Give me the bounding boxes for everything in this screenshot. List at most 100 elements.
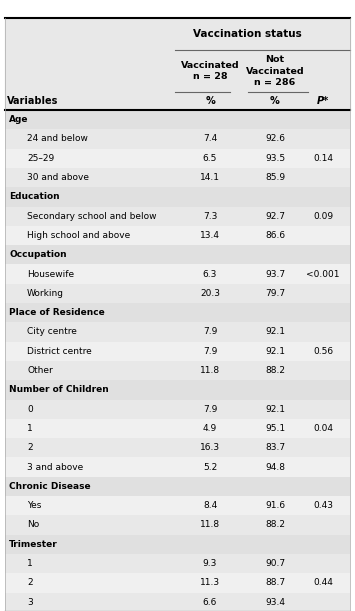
Bar [5, 554, 350, 573]
Text: 13.4: 13.4 [200, 231, 220, 240]
Text: 1: 1 [27, 424, 33, 433]
Text: 93.4: 93.4 [265, 598, 285, 607]
Bar [5, 515, 350, 535]
Text: 11.8: 11.8 [200, 366, 220, 375]
Text: City centre: City centre [27, 327, 77, 337]
Text: 7.3: 7.3 [203, 211, 217, 221]
Bar [5, 245, 350, 265]
Text: %: % [270, 96, 280, 106]
Text: 1: 1 [27, 559, 33, 568]
Text: High school and above: High school and above [27, 231, 130, 240]
Bar [5, 207, 350, 226]
Text: Yes: Yes [27, 501, 42, 510]
Bar [5, 458, 350, 477]
Text: 0.56: 0.56 [313, 347, 333, 356]
Text: 6.3: 6.3 [203, 269, 217, 279]
Text: 7.9: 7.9 [203, 404, 217, 414]
Text: 92.1: 92.1 [265, 327, 285, 337]
Text: Housewife: Housewife [27, 269, 74, 279]
Bar [5, 187, 350, 207]
Text: 93.5: 93.5 [265, 154, 285, 163]
Bar [5, 50, 350, 92]
Text: P*: P* [317, 96, 329, 106]
Text: 90.7: 90.7 [265, 559, 285, 568]
Text: 14.1: 14.1 [200, 173, 220, 182]
Text: 11.3: 11.3 [200, 579, 220, 587]
Bar [5, 130, 350, 148]
Text: 92.1: 92.1 [265, 404, 285, 414]
Bar [5, 18, 350, 50]
Bar [5, 380, 350, 400]
Text: 25–29: 25–29 [27, 154, 54, 163]
Text: 0: 0 [27, 404, 33, 414]
Text: No: No [27, 521, 39, 530]
Bar [5, 438, 350, 458]
Text: 2: 2 [27, 443, 33, 452]
Text: 91.6: 91.6 [265, 501, 285, 510]
Text: Place of Residence: Place of Residence [9, 308, 105, 317]
Bar [5, 593, 350, 611]
Bar [5, 419, 350, 438]
Text: Secondary school and below: Secondary school and below [27, 211, 157, 221]
Bar [0, 0, 355, 18]
Text: 93.7: 93.7 [265, 269, 285, 279]
Text: 16.3: 16.3 [200, 443, 220, 452]
Text: 0.43: 0.43 [313, 501, 333, 510]
Text: 7.4: 7.4 [203, 134, 217, 144]
Bar [5, 400, 350, 419]
Text: 0.09: 0.09 [313, 211, 333, 221]
Text: 6.6: 6.6 [203, 598, 217, 607]
Text: Variables: Variables [7, 96, 58, 106]
Text: 20.3: 20.3 [200, 289, 220, 298]
Bar [5, 92, 350, 110]
Text: District centre: District centre [27, 347, 92, 356]
Bar [5, 573, 350, 593]
Text: 3: 3 [27, 598, 33, 607]
Text: Education: Education [9, 192, 60, 202]
Text: 11.8: 11.8 [200, 521, 220, 530]
Bar [5, 361, 350, 380]
Text: 88.2: 88.2 [265, 521, 285, 530]
Text: Vaccination status: Vaccination status [193, 29, 302, 39]
Bar [5, 168, 350, 187]
Text: 85.9: 85.9 [265, 173, 285, 182]
Bar [5, 303, 350, 322]
Text: %: % [205, 96, 215, 106]
Text: 88.7: 88.7 [265, 579, 285, 587]
Text: 24 and below: 24 and below [27, 134, 88, 144]
Text: 6.5: 6.5 [203, 154, 217, 163]
Text: 7.9: 7.9 [203, 327, 217, 337]
Text: 4.9: 4.9 [203, 424, 217, 433]
Bar [5, 535, 350, 554]
Bar [5, 496, 350, 515]
Text: 92.7: 92.7 [265, 211, 285, 221]
Text: 7.9: 7.9 [203, 347, 217, 356]
Text: 95.1: 95.1 [265, 424, 285, 433]
Text: Occupation: Occupation [9, 251, 67, 259]
Bar [5, 226, 350, 245]
Text: 83.7: 83.7 [265, 443, 285, 452]
Text: Vaccinated
n = 28: Vaccinated n = 28 [181, 61, 239, 81]
Bar [5, 110, 350, 130]
Text: 30 and above: 30 and above [27, 173, 89, 182]
Bar [5, 148, 350, 168]
Text: Age: Age [9, 115, 28, 124]
Bar [5, 265, 350, 284]
Bar [5, 342, 350, 361]
Text: 3 and above: 3 and above [27, 463, 83, 472]
Text: Chronic Disease: Chronic Disease [9, 482, 91, 491]
Bar [5, 284, 350, 303]
Text: 92.6: 92.6 [265, 134, 285, 144]
Bar [5, 322, 350, 342]
Text: 0.44: 0.44 [313, 579, 333, 587]
Text: 8.4: 8.4 [203, 501, 217, 510]
Text: 79.7: 79.7 [265, 289, 285, 298]
Text: 0.04: 0.04 [313, 424, 333, 433]
Text: Working: Working [27, 289, 64, 298]
Text: Not
Vaccinated
n = 286: Not Vaccinated n = 286 [246, 56, 304, 87]
Text: Number of Children: Number of Children [9, 386, 109, 394]
Text: 86.6: 86.6 [265, 231, 285, 240]
Text: 88.2: 88.2 [265, 366, 285, 375]
Text: 92.1: 92.1 [265, 347, 285, 356]
Text: 9.3: 9.3 [203, 559, 217, 568]
